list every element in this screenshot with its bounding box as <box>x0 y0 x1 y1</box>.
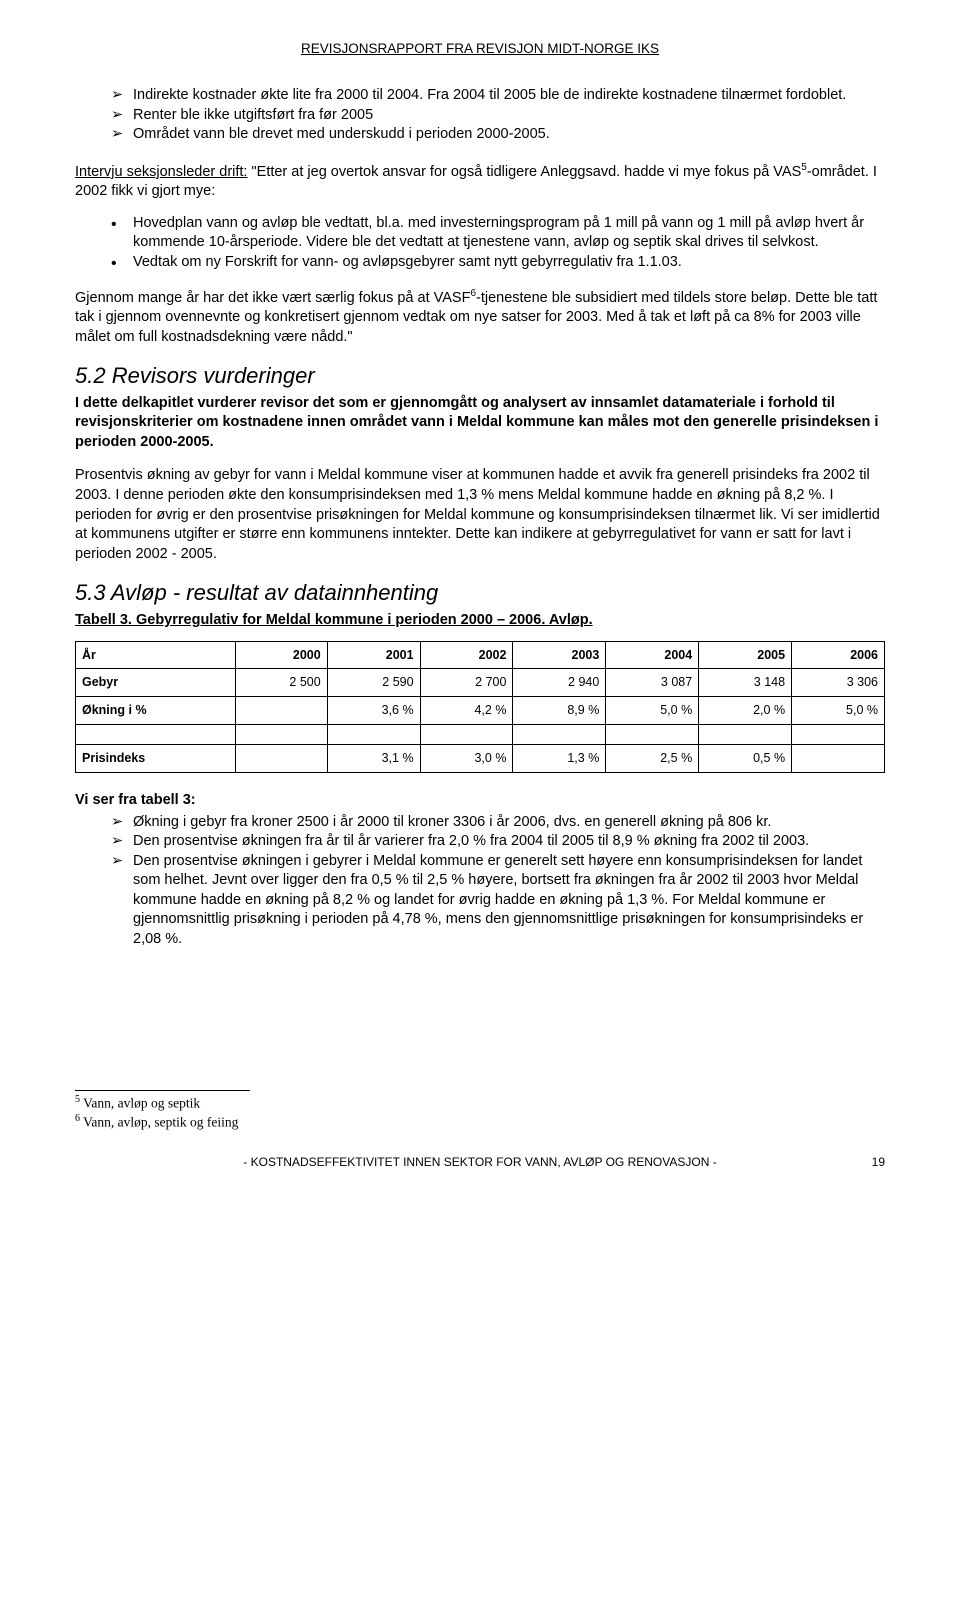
cell: 5,0 % <box>792 697 885 725</box>
cell <box>699 725 792 745</box>
cell <box>236 697 327 725</box>
cell <box>606 725 699 745</box>
cell: 3 087 <box>606 669 699 697</box>
footnote-5: 5 Vann, avløp og septik <box>75 1093 875 1113</box>
col-header: 2004 <box>606 641 699 669</box>
cell: 8,9 % <box>513 697 606 725</box>
list-item: Indirekte kostnader økte lite fra 2000 t… <box>111 86 885 106</box>
list-item: Området vann ble drevet med underskudd i… <box>111 125 885 145</box>
footnotes: 5 Vann, avløp og septik 6 Vann, avløp, s… <box>75 1090 250 1132</box>
cell <box>76 725 236 745</box>
cell <box>792 745 885 773</box>
vi-ser-heading: Vi ser fra tabell 3: <box>75 791 885 811</box>
page-footer: - KOSTNADSEFFEKTIVITET INNEN SEKTOR FOR … <box>75 1154 885 1170</box>
cell: 3 306 <box>792 669 885 697</box>
bullet-list-2: Økning i gebyr fra kroner 2500 i år 2000… <box>75 813 885 950</box>
list-item: Den prosentvise økningen i gebyrer i Mel… <box>111 852 885 950</box>
cell: 2 590 <box>327 669 420 697</box>
cell: 2,5 % <box>606 745 699 773</box>
section-52-bold: I dette delkapitlet vurderer revisor det… <box>75 394 885 453</box>
cell: 3 148 <box>699 669 792 697</box>
cell: 3,6 % <box>327 697 420 725</box>
cell: Gebyr <box>76 669 236 697</box>
list-item: Den prosentvise økningen fra år til år v… <box>111 832 885 852</box>
col-header: 2000 <box>236 641 327 669</box>
section-52-heading: 5.2 Revisors vurderinger <box>75 361 885 391</box>
list-item: Økning i gebyr fra kroner 2500 i år 2000… <box>111 813 885 833</box>
section-53-heading: 5.3 Avløp - resultat av datainnhenting <box>75 578 885 608</box>
para-a: Gjennom mange år har det ikke vært særli… <box>75 289 470 305</box>
cell: Økning i % <box>76 697 236 725</box>
cell <box>513 725 606 745</box>
quote-text-a: "Etter at jeg overtok ansvar for også ti… <box>247 164 801 180</box>
cell: 0,5 % <box>699 745 792 773</box>
bullet-list-1: Indirekte kostnader økte lite fra 2000 t… <box>75 86 885 145</box>
col-header: 2001 <box>327 641 420 669</box>
table-row: Økning i % 3,6 % 4,2 % 8,9 % 5,0 % 2,0 %… <box>76 697 885 725</box>
quote-intro: Intervju seksjonsleder drift: "Etter at … <box>75 161 885 202</box>
cell: 2 500 <box>236 669 327 697</box>
footnote-6-text: Vann, avløp, septik og feiing <box>80 1115 238 1130</box>
table-row-empty <box>76 725 885 745</box>
col-header: 2006 <box>792 641 885 669</box>
col-header: 2003 <box>513 641 606 669</box>
cell <box>327 725 420 745</box>
cell: 4,2 % <box>420 697 513 725</box>
cell <box>236 725 327 745</box>
cell <box>792 725 885 745</box>
cell: 2,0 % <box>699 697 792 725</box>
cell: 3,1 % <box>327 745 420 773</box>
col-header: 2002 <box>420 641 513 669</box>
cell: 5,0 % <box>606 697 699 725</box>
list-item: Renter ble ikke utgiftsført fra før 2005 <box>111 106 885 126</box>
cell <box>420 725 513 745</box>
footer-text: - KOSTNADSEFFEKTIVITET INNEN SEKTOR FOR … <box>243 1155 716 1169</box>
table-header-row: År 2000 2001 2002 2003 2004 2005 2006 <box>76 641 885 669</box>
footnote-5-text: Vann, avløp og septik <box>80 1095 200 1110</box>
footnote-6: 6 Vann, avløp, septik og feiing <box>75 1112 875 1132</box>
col-header: 2005 <box>699 641 792 669</box>
cell: 2 700 <box>420 669 513 697</box>
cell: Prisindeks <box>76 745 236 773</box>
cell: 2 940 <box>513 669 606 697</box>
page-header: REVISJONSRAPPORT FRA REVISJON MIDT-NORGE… <box>75 40 885 58</box>
section-52-para: Prosentvis økning av gebyr for vann i Me… <box>75 466 885 564</box>
cell <box>236 745 327 773</box>
page-number: 19 <box>872 1154 885 1170</box>
table-row: Prisindeks 3,1 % 3,0 % 1,3 % 2,5 % 0,5 % <box>76 745 885 773</box>
table-3: År 2000 2001 2002 2003 2004 2005 2006 Ge… <box>75 641 885 774</box>
table-3-title: Tabell 3. Gebyrregulativ for Meldal komm… <box>75 611 885 631</box>
list-item: Vedtak om ny Forskrift for vann- og avlø… <box>111 253 885 273</box>
col-header: År <box>76 641 236 669</box>
table-row: Gebyr 2 500 2 590 2 700 2 940 3 087 3 14… <box>76 669 885 697</box>
dot-list: Hovedplan vann og avløp ble vedtatt, bl.… <box>75 214 885 273</box>
cell: 1,3 % <box>513 745 606 773</box>
cell: 3,0 % <box>420 745 513 773</box>
list-item: Hovedplan vann og avløp ble vedtatt, bl.… <box>111 214 885 253</box>
paragraph-vasf: Gjennom mange år har det ikke vært særli… <box>75 287 885 348</box>
quote-label: Intervju seksjonsleder drift: <box>75 164 247 180</box>
